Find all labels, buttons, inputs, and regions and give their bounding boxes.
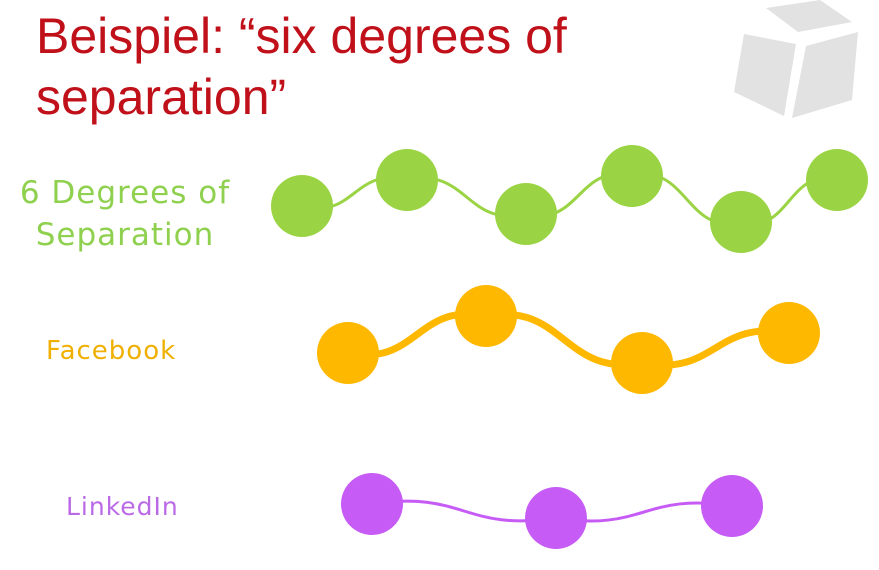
row-label-six-degrees: 6 Degrees of Separation xyxy=(19,175,231,253)
network-diagram xyxy=(271,145,868,549)
row-label-linkedin: LinkedIn xyxy=(66,492,179,521)
linkedin-node xyxy=(341,473,403,535)
facebook-node xyxy=(317,322,379,384)
facebook-node xyxy=(455,285,517,347)
facebook-chain xyxy=(317,285,820,394)
six-node xyxy=(806,149,868,211)
six-node xyxy=(271,175,333,237)
linkedin-node xyxy=(525,487,587,549)
six-node xyxy=(710,191,772,253)
six-degrees-chain xyxy=(271,145,868,253)
row-label-facebook: Facebook xyxy=(46,336,177,366)
six-node xyxy=(601,145,663,207)
cube-logo-icon xyxy=(734,0,858,118)
facebook-node xyxy=(611,332,673,394)
six-node xyxy=(376,149,438,211)
six-node xyxy=(495,183,557,245)
facebook-node xyxy=(758,302,820,364)
linkedin-chain xyxy=(341,473,763,549)
slide-title: Beispiel: “six degrees of separation” xyxy=(36,8,567,125)
linkedin-node xyxy=(701,475,763,537)
